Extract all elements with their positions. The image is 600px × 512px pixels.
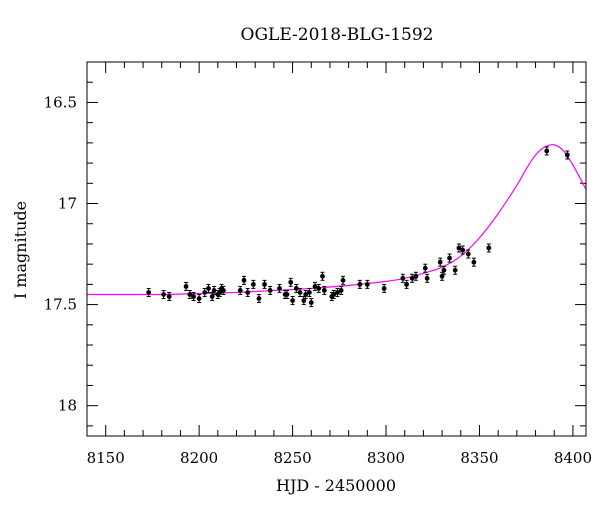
- data-point: [321, 288, 327, 293]
- data-point: [460, 247, 466, 253]
- data-point: [331, 292, 337, 297]
- data-point: [316, 286, 322, 291]
- data-point: [206, 286, 211, 291]
- x-axis-label: HJD - 2450000: [276, 476, 396, 495]
- data-point: [187, 292, 193, 297]
- data-point: [413, 273, 419, 279]
- x-tick-label: 8400: [554, 449, 592, 467]
- data-point: [166, 294, 172, 299]
- data-point: [364, 281, 370, 287]
- data-point: [293, 286, 299, 291]
- data-point: [196, 296, 202, 301]
- y-tick-label: 18: [58, 397, 77, 415]
- data-points-group: [146, 146, 570, 308]
- data-point: [211, 288, 217, 293]
- data-point: [471, 259, 477, 265]
- model-curve: [87, 144, 586, 296]
- data-point: [404, 281, 409, 287]
- x-tick-label: 8300: [367, 449, 405, 467]
- tick-marks: [87, 61, 586, 436]
- data-point: [241, 277, 247, 283]
- data-point: [301, 298, 307, 303]
- data-point: [452, 267, 458, 273]
- data-point: [308, 300, 314, 305]
- data-point: [338, 288, 344, 293]
- y-tick-label: 17.5: [44, 296, 77, 314]
- data-point: [284, 292, 290, 297]
- data-point: [146, 290, 152, 295]
- x-tick-labels: 8150 8200 8250 8300 8350 8400: [87, 449, 592, 467]
- data-point: [161, 292, 167, 297]
- data-point: [335, 290, 340, 295]
- data-point: [303, 292, 309, 297]
- data-point: [409, 275, 415, 281]
- data-point: [288, 279, 294, 285]
- chart-title: OGLE-2018-BLG-1592: [241, 25, 434, 45]
- data-point: [183, 284, 189, 289]
- data-point: [209, 294, 215, 299]
- data-point: [277, 286, 282, 291]
- plot-frame: [86, 61, 587, 437]
- model-curve-group: [87, 144, 586, 296]
- data-point: [262, 281, 267, 287]
- data-point: [312, 284, 318, 289]
- data-point: [320, 273, 325, 279]
- data-point: [465, 251, 471, 257]
- data-point: [290, 298, 295, 303]
- data-point: [245, 290, 251, 295]
- x-tick-label: 8350: [460, 449, 498, 467]
- data-point: [456, 245, 462, 251]
- data-point: [267, 288, 273, 293]
- y-tick-label: 17: [58, 195, 77, 213]
- data-point: [250, 281, 256, 287]
- data-point: [202, 290, 208, 295]
- y-axis-label: I magnitude: [11, 201, 30, 299]
- x-tick-label: 8150: [87, 449, 125, 467]
- data-point: [544, 148, 550, 154]
- data-point: [357, 281, 363, 287]
- data-point: [441, 267, 447, 273]
- data-point: [297, 290, 303, 295]
- x-tick-label: 8250: [273, 449, 311, 467]
- data-point: [256, 296, 262, 301]
- data-point: [437, 259, 443, 265]
- data-point: [424, 275, 430, 281]
- data-point: [307, 290, 312, 295]
- data-point: [447, 255, 452, 261]
- data-point: [381, 286, 387, 291]
- data-point: [486, 245, 492, 251]
- y-tick-label: 16.5: [44, 93, 77, 111]
- data-point: [422, 265, 428, 271]
- x-tick-label: 8200: [180, 449, 218, 467]
- data-point: [191, 294, 196, 299]
- data-point: [237, 288, 243, 293]
- data-point: [400, 275, 406, 281]
- data-point: [564, 152, 570, 158]
- data-point: [221, 288, 226, 293]
- data-point: [439, 273, 445, 279]
- data-point: [340, 277, 346, 283]
- y-tick-labels: 16.5 17 17.5 18: [44, 93, 77, 414]
